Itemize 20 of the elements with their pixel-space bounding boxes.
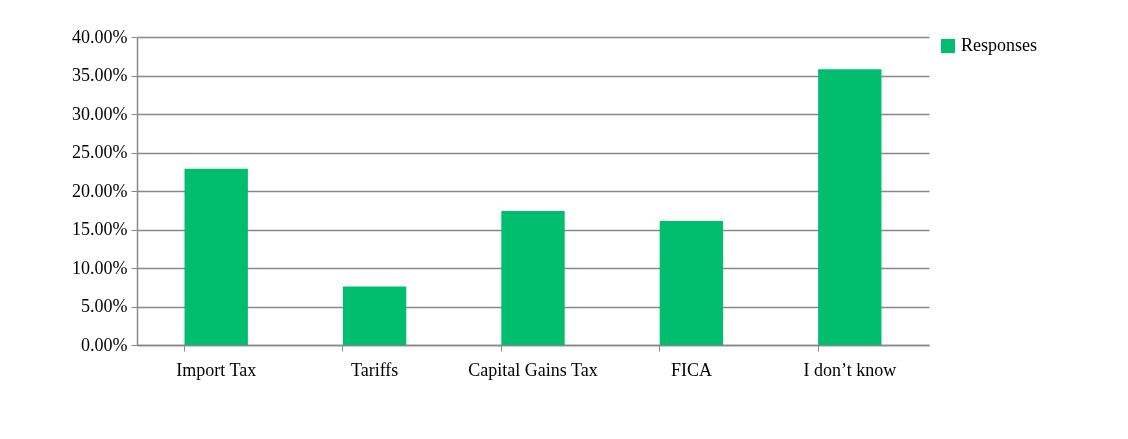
y-tick-label: 10.00% [72, 257, 128, 278]
bar [659, 221, 724, 345]
y-tick-label: 15.00% [72, 219, 128, 239]
legend-label: Responses [961, 35, 1037, 55]
y-tick-label: 30.00% [72, 103, 128, 124]
x-tick-label: FICA [670, 359, 712, 380]
y-tick-label: 5.00% [81, 296, 128, 316]
x-tick-label: Capital Gains Tax [468, 359, 598, 380]
bar [342, 286, 407, 345]
y-tick-label: 0.00% [81, 334, 128, 355]
y-tick-label: 35.00% [72, 65, 128, 85]
y-tick-label: 20.00% [72, 180, 128, 201]
bar [184, 168, 248, 345]
bar [501, 211, 565, 345]
bar [818, 69, 882, 345]
x-tick-label: Tariffs [350, 359, 399, 380]
x-tick-label: Import Tax [176, 359, 257, 380]
y-tick-label: 25.00% [72, 142, 128, 162]
x-tick-label: I don’t know [803, 359, 897, 380]
y-tick-label: 40.00% [72, 26, 128, 47]
